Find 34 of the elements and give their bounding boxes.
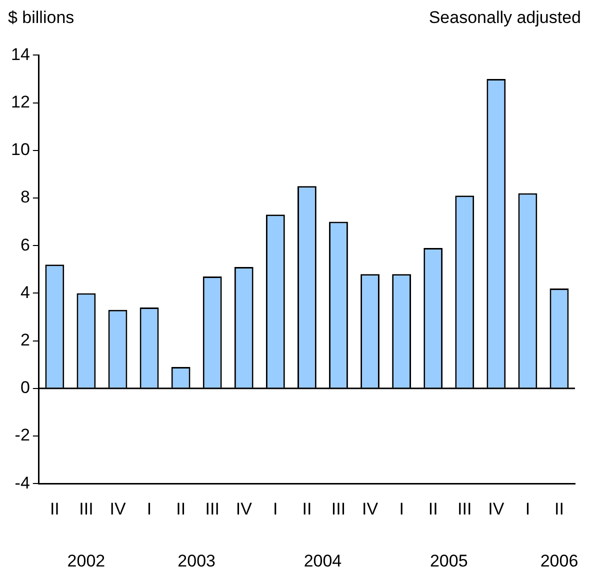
y-tick-label: -2 [14,426,30,445]
x-tick-label: IV [488,499,505,518]
y-tick-label: 2 [20,330,30,350]
chart-subtitle: Seasonally adjusted [428,8,581,29]
text: 2006 [540,551,578,570]
text: 2005 [430,551,468,570]
x-tick-label: III [331,499,346,518]
y-tick-label: 4 [20,282,30,302]
y-tick-label: 14 [10,44,30,64]
y-tick-label: -4 [14,473,30,492]
x-tick-label: IV [110,499,126,518]
x-tick-label: II [50,499,60,518]
x-tick-label: II [554,499,564,518]
x-tick-label: I [273,499,278,518]
x-tick-label: I [146,499,152,518]
y-tick-label: 0 [20,378,30,398]
y-tick-label: 10 [10,140,30,160]
text: 2003 [178,551,216,570]
y-tick-label: 12 [10,92,30,112]
x-tick-label: II [302,499,312,518]
x-tick-label: IV [236,499,253,518]
x-tick-label: II [176,499,186,518]
y-axis-title: $ billions [8,8,74,29]
text: 2004 [304,551,342,570]
x-tick-label: III [458,499,472,518]
x-tick-label: II [428,499,438,518]
x-tick-label: III [205,499,220,518]
text: 2002 [67,551,106,570]
y-tick-label: 8 [20,188,30,207]
x-tick-label: III [79,499,94,518]
x-tick-label: I [525,499,530,518]
x-tick-label: I [399,499,404,518]
x-tick-label: IV [362,499,379,518]
y-tick-label: 6 [20,235,30,254]
